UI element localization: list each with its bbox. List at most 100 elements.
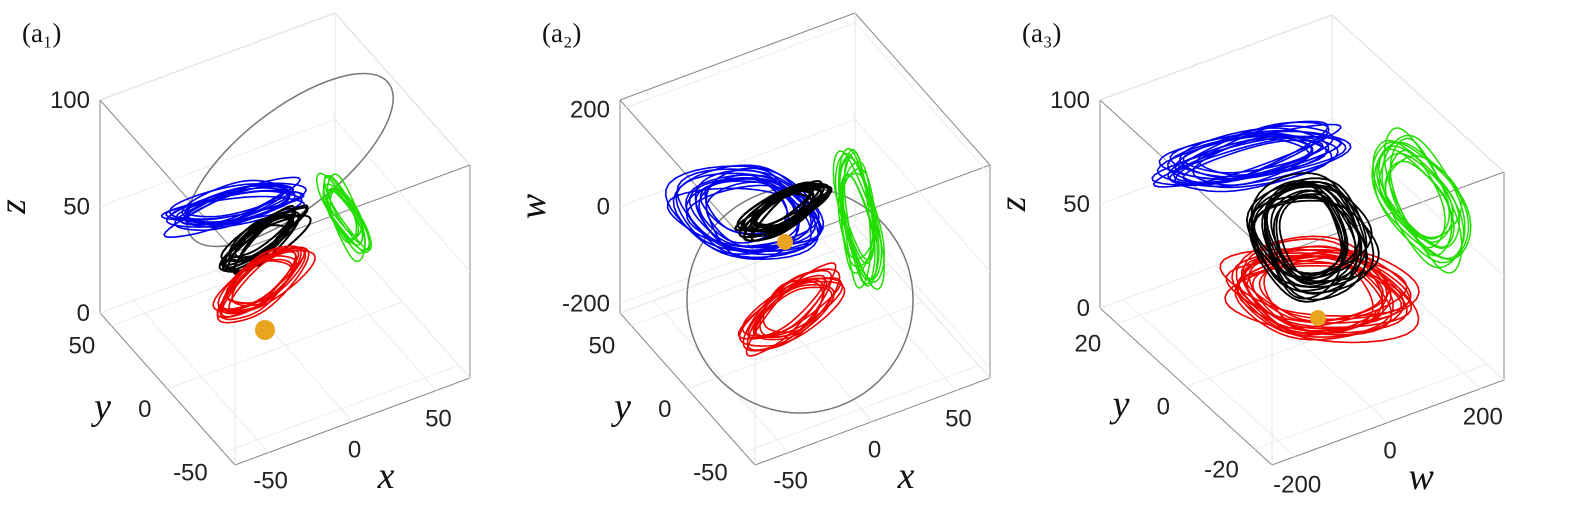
y-tick-label: 20 xyxy=(1074,331,1101,358)
trajectory xyxy=(738,280,846,347)
box-edge xyxy=(854,12,991,166)
trajectory xyxy=(216,246,310,324)
y-tick-label: 0 xyxy=(658,396,671,423)
z-tick-label: 50 xyxy=(63,194,90,221)
y-axis-label: y xyxy=(90,386,111,428)
x-tick-label: 50 xyxy=(945,405,972,432)
trajectory xyxy=(1264,181,1368,301)
z-tick-label: 0 xyxy=(1077,295,1090,322)
trajectory xyxy=(221,246,307,311)
trajectory xyxy=(1384,160,1450,240)
panel-label: (a₃) xyxy=(1022,18,1061,48)
x-axis-label: x xyxy=(377,455,395,497)
trajectory xyxy=(840,160,874,274)
grid-line xyxy=(301,238,437,391)
x-tick-label: 50 xyxy=(425,405,452,432)
box-edge xyxy=(619,12,856,101)
y-axis-label: y xyxy=(1109,384,1130,426)
y-axis-label: y xyxy=(610,386,631,428)
z-axis-label: w xyxy=(512,193,554,219)
x-tick-label: 0 xyxy=(348,437,361,464)
panel-label: (a₂) xyxy=(542,18,581,48)
x-axis-label: w xyxy=(1409,456,1435,498)
z-tick-label: 0 xyxy=(597,194,610,221)
x-tick-label: 0 xyxy=(868,437,881,464)
grid-line xyxy=(737,269,873,422)
z-tick-label: 50 xyxy=(1063,191,1090,218)
x-tick-label: -50 xyxy=(253,468,288,495)
trajectory xyxy=(1252,184,1373,275)
trajectory xyxy=(1371,141,1472,261)
trajectory xyxy=(328,187,364,244)
y-tick-label: -50 xyxy=(693,459,728,486)
x-axis-label: x xyxy=(897,455,915,497)
trajectory xyxy=(1275,189,1347,284)
grid-line xyxy=(99,118,471,272)
fixed-point xyxy=(777,234,793,250)
trajectory xyxy=(1169,132,1328,178)
grid-line xyxy=(619,215,991,369)
fixed-point xyxy=(1310,310,1326,326)
x-tick-label: 200 xyxy=(1463,404,1503,431)
z-tick-label: 0 xyxy=(77,300,90,327)
trajectory xyxy=(734,185,831,232)
grid-line xyxy=(653,300,789,453)
trajectory xyxy=(742,268,841,352)
trajectory xyxy=(843,148,876,285)
trajectory xyxy=(223,217,295,269)
z-tick-label: -200 xyxy=(562,290,610,317)
trajectory xyxy=(749,187,823,233)
trajectory xyxy=(1376,145,1461,249)
trajectory xyxy=(750,181,816,237)
trajectory xyxy=(323,175,372,251)
trajectory xyxy=(1156,130,1352,188)
y-tick-label: 0 xyxy=(1157,394,1170,421)
grid-line xyxy=(217,269,353,422)
grid-line xyxy=(821,238,957,391)
x-tick-label: -50 xyxy=(773,468,808,495)
fixed-point xyxy=(255,320,275,340)
grid-line xyxy=(1099,14,1505,173)
z-tick-label: 100 xyxy=(1050,87,1090,114)
trajectory xyxy=(160,189,305,222)
grid-line xyxy=(99,12,471,166)
y-tick-label: -20 xyxy=(1204,456,1239,483)
trajectory xyxy=(837,155,880,282)
y-tick-label: 50 xyxy=(69,333,96,360)
trajectory xyxy=(217,247,307,312)
x-tick-label: -200 xyxy=(1273,472,1321,499)
trajectory xyxy=(1388,149,1446,249)
z-tick-label: 100 xyxy=(50,87,90,114)
panel-label: (a₁) xyxy=(22,18,61,48)
trajectory xyxy=(752,187,812,228)
trajectory xyxy=(1389,137,1453,257)
trajectory xyxy=(1373,141,1470,264)
trajectory xyxy=(165,182,307,228)
grid-line xyxy=(1122,299,1296,457)
trajectory xyxy=(1172,121,1330,184)
grid-line xyxy=(133,300,269,453)
trajectory xyxy=(1278,193,1349,279)
y-tick-label: -50 xyxy=(173,459,208,486)
z-axis-label: z xyxy=(992,196,1034,212)
trajectory xyxy=(1166,133,1333,189)
trajectory xyxy=(705,167,799,260)
trajectory xyxy=(1270,189,1347,276)
trajectory xyxy=(1197,138,1310,176)
trajectory xyxy=(1236,245,1388,337)
trajectory xyxy=(326,188,363,240)
trajectory xyxy=(186,72,394,248)
trajectory xyxy=(220,213,300,263)
y-tick-label: 50 xyxy=(589,333,616,360)
trajectory xyxy=(1151,135,1342,187)
grid-line xyxy=(619,22,991,176)
trajectory xyxy=(841,174,875,261)
trajectory xyxy=(1378,148,1455,248)
z-axis-label: z xyxy=(0,199,34,215)
x-tick-label: 0 xyxy=(1383,438,1396,465)
y-tick-label: 0 xyxy=(138,396,151,423)
trajectory xyxy=(220,250,297,318)
trajectory xyxy=(232,209,297,274)
trajectory xyxy=(1182,139,1324,184)
